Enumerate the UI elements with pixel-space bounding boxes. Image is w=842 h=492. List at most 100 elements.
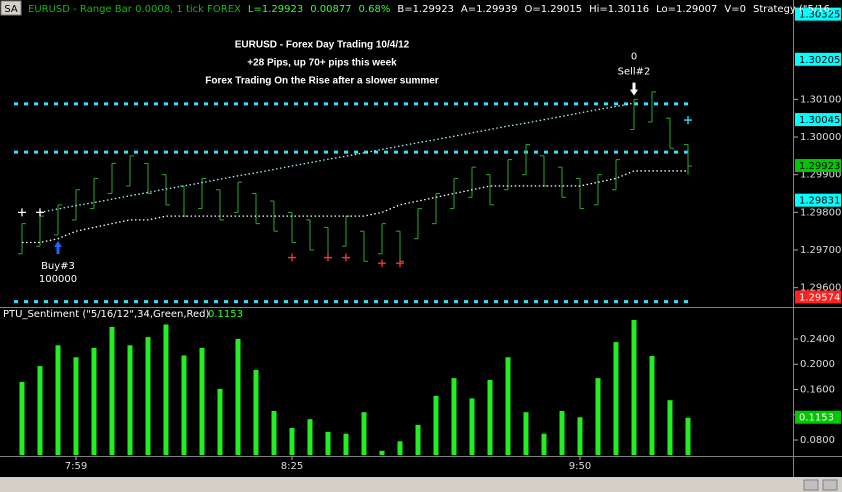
histogram-bar <box>415 424 421 455</box>
header-item: L=1.29923 <box>248 4 303 15</box>
histogram-bar <box>109 326 115 455</box>
price-flag-label: 1.29574 <box>799 292 840 303</box>
x-tick-label: 7:59 <box>65 461 87 472</box>
cross-marker <box>18 208 26 217</box>
price-flag <box>795 410 841 424</box>
x-tick-label: 9:50 <box>569 461 591 472</box>
annotation: Forex Trading On the Rise after a slower… <box>205 76 439 87</box>
histogram-bar <box>685 417 691 455</box>
signal-name: Buy#3 <box>41 261 75 272</box>
histogram-bar <box>235 338 241 455</box>
y-tick-label: 0.0800 <box>800 435 835 446</box>
histogram-bar <box>469 398 475 455</box>
histogram-bar <box>667 400 673 455</box>
histogram-bar <box>73 357 79 455</box>
y-tick-label: 0.2000 <box>800 359 835 370</box>
cross-marker <box>378 259 386 268</box>
cross-marker <box>36 208 44 217</box>
histogram-bar <box>91 347 97 455</box>
header-item: Strategy ("5/16.. <box>753 4 836 15</box>
y-tick-label: 1.29600 <box>800 283 841 294</box>
annotation: EURUSD - Forex Day Trading 10/4/12 <box>235 40 410 51</box>
header-item: 0.68% <box>359 4 391 15</box>
price-flag-label: 1.29831 <box>799 196 840 207</box>
trail-line <box>22 170 688 244</box>
histogram-bar <box>397 441 403 455</box>
price-flag-label: 1.29923 <box>799 161 840 172</box>
histogram-bar <box>37 366 43 455</box>
signal-name: Sell#2 <box>618 67 651 78</box>
status-strip <box>0 477 842 492</box>
histogram-bar <box>307 419 313 455</box>
y-tick-label: 1.29800 <box>800 207 841 218</box>
price-flag <box>795 52 841 66</box>
histogram-bar <box>559 410 565 455</box>
cross-marker <box>324 253 332 262</box>
histogram-bar <box>451 378 457 455</box>
histogram-bar <box>127 345 133 455</box>
cross-marker <box>342 253 350 262</box>
zoom-button[interactable] <box>822 479 838 491</box>
annotation: +28 Pips, up 70+ pips this week <box>247 58 397 69</box>
y-tick-label: 1.29700 <box>800 245 841 256</box>
indicator-value: 0.1153 <box>208 309 243 320</box>
buy-arrow <box>54 241 62 255</box>
header-item: B=1.29923 <box>397 4 454 15</box>
symbol-box[interactable] <box>0 0 22 16</box>
histogram-bar <box>577 417 583 455</box>
histogram-bar <box>271 410 277 455</box>
histogram-bar <box>433 395 439 455</box>
price-flag-label: 0.1153 <box>799 413 834 424</box>
scroll-button[interactable] <box>803 479 819 491</box>
histogram-bar <box>217 388 223 455</box>
header-item: 0.00877 <box>310 4 351 15</box>
y-tick-label: 0.1600 <box>800 385 835 396</box>
header-item: A=1.29939 <box>461 4 518 15</box>
cross-marker <box>396 259 404 268</box>
histogram-bar <box>595 378 601 455</box>
histogram-bar <box>523 412 529 455</box>
price-flag <box>795 193 841 207</box>
histogram-bar <box>343 433 349 455</box>
histogram-bar <box>253 369 259 455</box>
symbol-label: SA <box>4 4 18 15</box>
histogram-bar <box>289 428 295 455</box>
sell-arrow <box>630 82 638 96</box>
histogram-bar <box>325 431 331 455</box>
y-tick-label: 0.2400 <box>800 334 835 345</box>
header-item: EURUSD - Range Bar 0.0008, 1 tick FOREX <box>28 4 241 15</box>
histogram-bar <box>55 345 61 455</box>
signal-size: 100000 <box>39 274 77 285</box>
x-tick-label: 8:25 <box>281 461 303 472</box>
histogram-bar <box>379 450 385 455</box>
price-flag <box>795 113 841 127</box>
histogram-bar <box>19 381 25 455</box>
histogram-bar <box>487 380 493 455</box>
header-item: O=1.29015 <box>525 4 583 15</box>
y-tick-label: 1.30000 <box>800 132 841 143</box>
cross-marker <box>684 116 692 125</box>
header-item: Lo=1.29007 <box>656 4 717 15</box>
y-tick-label: 1.29900 <box>800 170 841 181</box>
y-tick-label: 1.30100 <box>800 94 841 105</box>
indicator-title: PTU_Sentiment ("5/16/12",34,Green,Red) <box>3 309 210 320</box>
header-item: Hi=1.30116 <box>589 4 649 15</box>
header-item: V=0 <box>724 4 746 15</box>
cross-marker <box>288 253 296 262</box>
histogram-bar <box>181 355 187 455</box>
histogram-bar <box>199 347 205 455</box>
histogram-bar <box>505 357 511 455</box>
price-flag <box>795 7 841 21</box>
histogram-bar <box>541 433 547 455</box>
signal-size: 0 <box>631 52 637 63</box>
histogram-bar <box>145 337 151 455</box>
histogram-bar <box>361 412 367 455</box>
price-flag-label: 1.30325 <box>799 10 840 21</box>
histogram-bar <box>163 324 169 455</box>
trail-line <box>39 102 635 213</box>
price-flag-label: 1.30205 <box>799 55 840 66</box>
price-flag <box>795 290 841 304</box>
histogram-bar <box>613 342 619 455</box>
